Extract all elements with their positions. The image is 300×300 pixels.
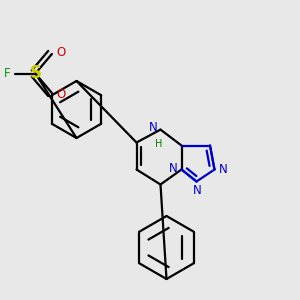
Text: N: N [219,163,227,176]
Text: N: N [149,121,158,134]
Text: H: H [155,139,162,148]
Text: S: S [29,64,41,82]
Text: N: N [193,184,202,197]
Text: F: F [4,67,11,80]
Text: N: N [169,162,178,175]
Text: O: O [56,88,65,101]
Text: O: O [56,46,65,59]
